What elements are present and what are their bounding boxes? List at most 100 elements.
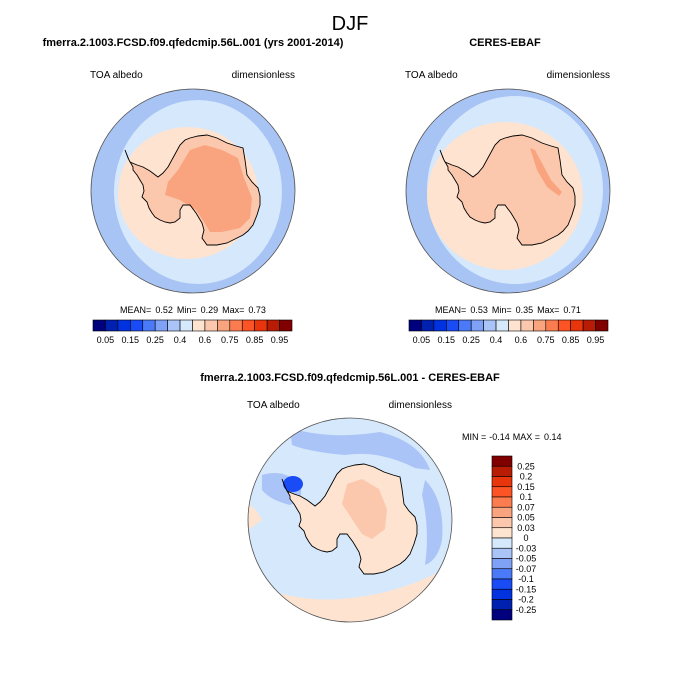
colorbar-box	[582, 319, 596, 332]
colorbar-box	[241, 319, 255, 332]
panel-obs-units-label: dimensionless	[547, 70, 610, 81]
colorbar-tick-label: 0.05	[517, 513, 535, 523]
colorbar-obs: 0.05 0.15 0.25 0.4 0.6 0.75 0.85 0.95	[408, 319, 609, 345]
colorbar-box	[595, 319, 609, 332]
colorbar-box	[167, 319, 181, 332]
colorbar-diff: 0.250.20.150.10.070.050.030-0.03-0.05-0.…	[491, 455, 537, 621]
colorbar-box	[433, 319, 447, 332]
colorbar-box	[491, 496, 513, 508]
colorbar-tick-label: 0.4	[174, 335, 187, 345]
positive-west-patch	[248, 500, 262, 530]
colorbar-tick-label: 0.15	[438, 335, 456, 345]
colorbar-box	[570, 319, 584, 332]
colorbar-tick-label: -0.03	[516, 543, 537, 553]
colorbar-box	[491, 455, 513, 467]
colorbar-box	[204, 319, 218, 332]
colorbar-tick-label: 0	[523, 533, 528, 543]
colorbar-box	[491, 568, 513, 580]
panel-model-variable-label: TOA albedo	[90, 70, 143, 81]
colorbar-box	[92, 319, 106, 332]
map-diff	[248, 418, 452, 622]
colorbar-box	[491, 506, 513, 518]
colorbar-box	[154, 319, 168, 332]
stats-text: MIN = -0.14 MAX = 0.14	[462, 432, 562, 442]
colorbar-tick-label: 0.6	[199, 335, 212, 345]
colorbar-tick-label: 0.6	[515, 335, 528, 345]
colorbar-box	[229, 319, 243, 332]
colorbar-box	[254, 319, 268, 332]
colorbar-box	[266, 319, 280, 332]
strong-negative-patch	[283, 476, 303, 492]
panel-diff-stats: MIN = -0.14 MAX = 0.14	[462, 432, 562, 442]
colorbar-tick-label: 0.25	[146, 335, 164, 345]
colorbar-model: 0.05 0.15 0.25 0.4 0.6 0.75 0.85 0.95	[92, 319, 293, 345]
colorbar-tick-label: -0.25	[516, 605, 537, 615]
negative-east-band	[422, 480, 443, 565]
colorbar-tick-label: 0.05	[97, 335, 115, 345]
map-boundary	[405, 88, 611, 294]
colorbar-tick-label: 0.2	[520, 472, 533, 482]
colorbar-box	[491, 599, 513, 611]
colorbar-tick-label: 0.25	[462, 335, 480, 345]
panel-model-stats: MEAN= 0.52 Min= 0.29 Max= 0.73	[120, 305, 266, 315]
panel-obs: CERES-EBAF TOA albedo dimensionless MEAN…	[405, 37, 611, 345]
colorbar-tick-label: -0.2	[518, 595, 534, 605]
colorbar-box	[520, 319, 534, 332]
colorbar-tick-label: 0.75	[221, 335, 239, 345]
interior-positive	[342, 479, 387, 539]
colorbar-tick-label: 0.15	[122, 335, 140, 345]
panel-model-units-label: dimensionless	[232, 70, 295, 81]
colorbar-box	[446, 319, 460, 332]
panel-obs-variable-label: TOA albedo	[405, 70, 458, 81]
colorbar-tick-label: 0.25	[517, 461, 535, 471]
negative-north-band	[290, 428, 430, 470]
colorbar-box	[491, 527, 513, 539]
panel-model: fmerra.2.1003.FCSD.f09.qfedcmip.56L.001 …	[43, 37, 344, 345]
colorbar-box	[142, 319, 156, 332]
colorbar-tick-label: 0.03	[517, 523, 535, 533]
map-obs	[406, 89, 610, 293]
map-model	[91, 89, 295, 293]
colorbar-tick-label: 0.05	[413, 335, 431, 345]
colorbar-box	[491, 465, 513, 477]
colorbar-box	[279, 319, 293, 332]
colorbar-box	[491, 547, 513, 559]
colorbar-box	[491, 517, 513, 529]
colorbar-tick-label: -0.1	[518, 574, 534, 584]
panel-obs-stats: MEAN= 0.53 Min= 0.35 Max= 0.71	[435, 305, 581, 315]
panel-diff-variable-label: TOA albedo	[247, 400, 300, 411]
colorbar-box	[470, 319, 484, 332]
map-boundary	[247, 417, 453, 623]
colorbar-tick-label: 0.85	[246, 335, 264, 345]
colorbar-tick-label: 0.4	[490, 335, 503, 345]
colorbar-tick-label: -0.05	[516, 554, 537, 564]
colorbar-box	[491, 588, 513, 600]
colorbar-box	[192, 319, 206, 332]
colorbar-tick-label: 0.15	[517, 482, 535, 492]
colorbar-tick-label: 0.85	[562, 335, 580, 345]
panel-diff-units-label: dimensionless	[389, 400, 452, 411]
colorbar-box	[491, 578, 513, 590]
colorbar-box	[495, 319, 509, 332]
colorbar-box	[533, 319, 547, 332]
colorbar-box	[179, 319, 193, 332]
colorbar-box	[491, 537, 513, 549]
colorbar-box	[508, 319, 522, 332]
stats-text: MEAN= 0.53 Min= 0.35 Max= 0.71	[435, 305, 581, 315]
colorbar-box	[483, 319, 497, 332]
colorbar-tick-label: 0.1	[520, 492, 533, 502]
colorbar-box	[421, 319, 435, 332]
colorbar-box	[130, 319, 144, 332]
colorbar-tick-label: 0.75	[537, 335, 555, 345]
panel-diff: fmerra.2.1003.FCSD.f09.qfedcmip.56L.001 …	[200, 372, 562, 623]
colorbar-box	[217, 319, 231, 332]
panel-obs-title: CERES-EBAF	[469, 37, 541, 49]
interior-ridge	[530, 148, 562, 196]
colorbar-box	[545, 319, 559, 332]
colorbar-box	[491, 609, 513, 621]
colorbar-box	[491, 476, 513, 488]
colorbar-tick-label: 0.95	[587, 335, 605, 345]
interior-high-albedo	[165, 145, 252, 232]
colorbar-box	[105, 319, 119, 332]
